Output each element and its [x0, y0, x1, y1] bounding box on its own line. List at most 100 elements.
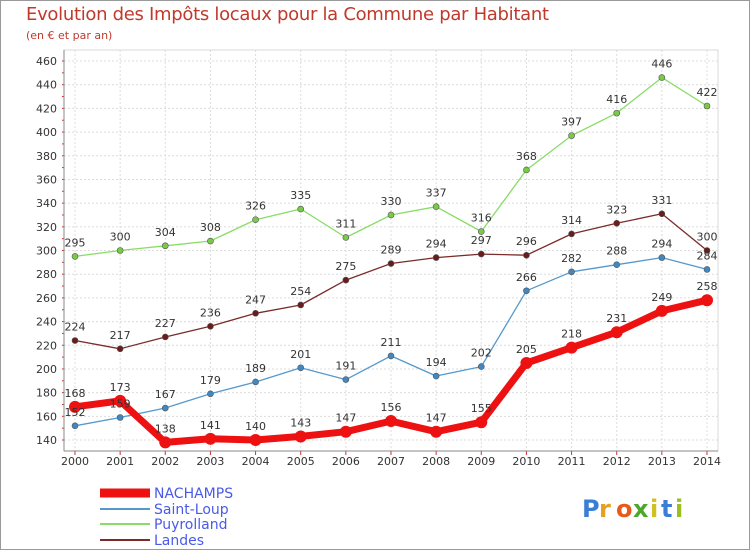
- point-nachamps: [520, 357, 533, 370]
- value-label-puyrolland: 446: [651, 58, 672, 71]
- point-puyrolland: [71, 253, 79, 260]
- x-tick-label: 2010: [512, 455, 540, 468]
- value-label-nachamps: 218: [561, 328, 582, 341]
- value-label-nachamps: 143: [290, 416, 311, 429]
- point-saint-loup: [613, 261, 621, 269]
- point-landes: [523, 251, 530, 259]
- y-tick-label: 140: [36, 434, 57, 447]
- point-saint-loup: [71, 422, 79, 430]
- point-saint-loup: [252, 378, 259, 386]
- value-label-puyrolland: 368: [516, 150, 537, 163]
- point-puyrolland: [342, 234, 350, 241]
- point-saint-loup: [568, 268, 575, 276]
- point-saint-loup: [161, 404, 169, 412]
- value-label-saint-loup: 152: [65, 406, 86, 419]
- x-tick-label: 2007: [377, 455, 405, 468]
- x-tick-label: 2005: [287, 455, 315, 468]
- brand-letter: o: [616, 495, 633, 523]
- y-tick-label: 360: [36, 173, 57, 186]
- point-nachamps: [204, 432, 217, 445]
- point-landes: [297, 301, 305, 309]
- x-tick-label: 2003: [196, 455, 224, 468]
- series-group: [69, 74, 713, 449]
- value-label-puyrolland: 295: [65, 236, 86, 249]
- value-label-landes: 294: [426, 238, 447, 251]
- value-label-nachamps: 168: [65, 387, 86, 400]
- brand-letter: P: [582, 495, 600, 523]
- point-nachamps: [565, 341, 578, 354]
- value-label-landes: 300: [697, 231, 718, 244]
- point-landes: [207, 322, 214, 330]
- value-label-saint-loup: 191: [335, 360, 356, 373]
- x-tick-label: 2009: [467, 455, 495, 468]
- x-tick-label: 2001: [106, 455, 134, 468]
- value-label-saint-loup: 159: [110, 397, 131, 410]
- value-label-nachamps: 147: [335, 412, 356, 425]
- value-label-saint-loup: 282: [561, 252, 582, 265]
- legend-label-nachamps: NACHAMPS: [154, 486, 233, 502]
- value-label-saint-loup: 167: [155, 388, 176, 401]
- point-landes: [613, 219, 621, 227]
- point-nachamps: [610, 326, 623, 339]
- point-puyrolland: [477, 228, 485, 235]
- y-tick-label: 220: [36, 339, 57, 352]
- point-saint-loup: [523, 287, 530, 295]
- y-tick-label: 160: [36, 410, 57, 423]
- value-label-puyrolland: 304: [155, 226, 176, 239]
- y-tick-label: 240: [36, 316, 57, 329]
- point-nachamps: [475, 416, 488, 429]
- point-nachamps: [701, 294, 713, 307]
- point-landes: [252, 309, 259, 317]
- value-label-saint-loup: 294: [651, 238, 672, 251]
- y-tick-label: 200: [36, 363, 57, 376]
- y-tick-label: 420: [36, 102, 57, 115]
- value-label-nachamps: 205: [516, 343, 537, 356]
- value-label-saint-loup: 202: [471, 347, 492, 360]
- brand-letter: t: [661, 495, 672, 523]
- value-label-saint-loup: 266: [516, 271, 537, 284]
- value-label-nachamps: 138: [155, 422, 176, 435]
- value-label-nachamps: 147: [426, 412, 447, 425]
- value-label-landes: 331: [651, 194, 672, 207]
- y-tick-label: 380: [36, 150, 57, 163]
- value-label-landes: 217: [110, 329, 131, 342]
- point-landes: [568, 230, 575, 238]
- value-label-landes: 289: [381, 244, 402, 257]
- axes: 140 160 180 200 220 240 260 280 300 320 340 360 380 4…: [36, 50, 721, 468]
- legend-label-puyrolland: Puyrolland: [154, 517, 228, 533]
- x-tick-label: 2008: [422, 455, 450, 468]
- value-label-landes: 314: [561, 214, 582, 227]
- value-label-puyrolland: 337: [426, 187, 447, 200]
- value-label-saint-loup: 189: [245, 362, 266, 375]
- point-saint-loup: [387, 352, 395, 360]
- point-puyrolland: [703, 102, 711, 110]
- point-puyrolland: [658, 74, 666, 81]
- brand-letter: i: [675, 495, 683, 523]
- x-tick-label: 2014: [693, 455, 721, 468]
- x-tick-label: 2013: [648, 455, 676, 468]
- point-saint-loup: [477, 363, 485, 370]
- point-landes: [342, 276, 350, 284]
- value-label-puyrolland: 308: [200, 221, 221, 234]
- value-label-nachamps: 155: [471, 402, 492, 415]
- value-label-landes: 236: [200, 306, 221, 319]
- value-label-puyrolland: 335: [290, 189, 311, 202]
- point-puyrolland: [568, 132, 575, 139]
- value-label-puyrolland: 416: [606, 93, 627, 106]
- value-label-nachamps: 258: [697, 280, 718, 293]
- value-label-saint-loup: 201: [290, 348, 311, 361]
- value-label-puyrolland: 330: [381, 195, 402, 208]
- y-tick-label: 280: [36, 268, 57, 281]
- point-puyrolland: [207, 237, 214, 245]
- point-puyrolland: [432, 203, 440, 210]
- point-nachamps: [69, 400, 81, 413]
- point-puyrolland: [161, 242, 169, 250]
- point-nachamps: [339, 425, 352, 438]
- value-label-nachamps: 156: [381, 401, 402, 414]
- point-landes: [658, 210, 666, 218]
- value-label-nachamps: 249: [651, 291, 672, 304]
- value-label-saint-loup: 288: [606, 245, 627, 258]
- y-tick-label: 260: [36, 292, 57, 305]
